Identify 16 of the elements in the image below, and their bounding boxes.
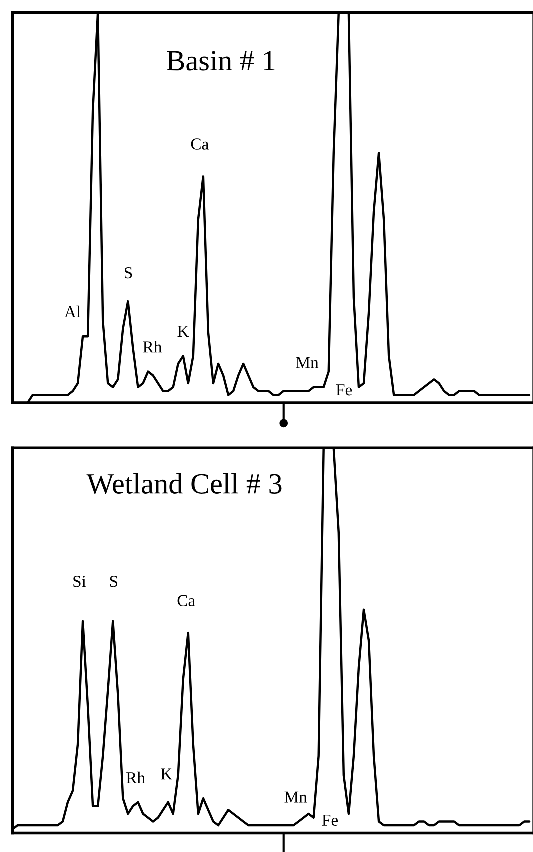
annotation: S	[110, 576, 118, 588]
annotation: Ca	[191, 138, 209, 150]
annotation: Fe	[322, 814, 338, 826]
annotation: Ca	[178, 595, 196, 607]
text: Wetland Cell # 3	[86, 473, 282, 494]
annotation: Al	[64, 306, 81, 318]
annotation: Rh	[143, 341, 162, 353]
annotation: Mn	[296, 357, 319, 368]
annotation: K	[178, 326, 190, 338]
annotation: Si	[74, 576, 86, 588]
annotation: Fe	[336, 384, 352, 396]
annotation: S	[124, 267, 132, 279]
annotation: K	[161, 768, 172, 780]
text: Basin # 1	[167, 51, 275, 71]
annotation: Rh	[126, 772, 146, 784]
annotation: Mn	[284, 792, 308, 803]
